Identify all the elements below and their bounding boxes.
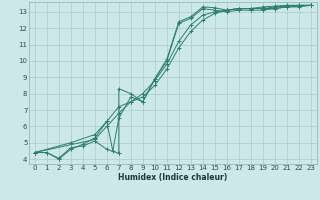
X-axis label: Humidex (Indice chaleur): Humidex (Indice chaleur) bbox=[118, 173, 228, 182]
